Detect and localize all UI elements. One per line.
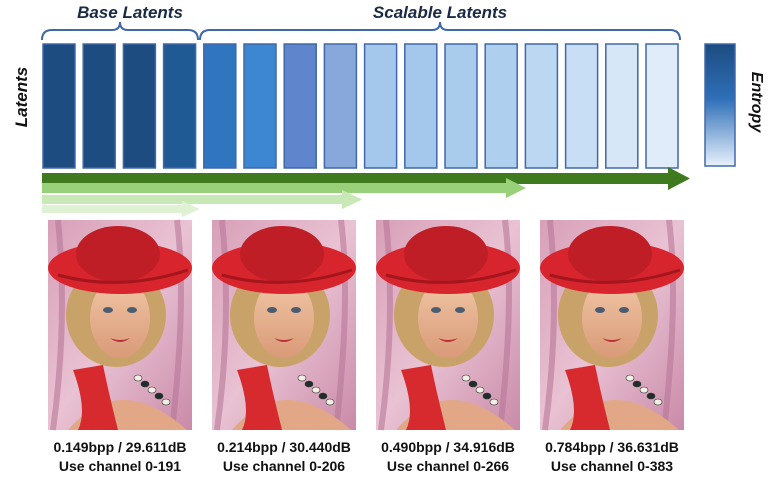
- channel-range-label: Use channel 0-191: [58, 458, 182, 474]
- scalable-latent-block: [484, 43, 518, 169]
- scalable-latent-block: [524, 43, 559, 169]
- scalable-latent-block: [404, 43, 438, 169]
- scalable-latent-block: [564, 43, 599, 169]
- arrow-full: [42, 167, 690, 190]
- channel-range-label: Use channel 0-383: [550, 458, 674, 474]
- scalable-latent-block: [283, 43, 317, 169]
- portrait-image: [376, 219, 520, 431]
- scalable-latent-block: [605, 43, 639, 169]
- scalable-latents-label: Scalable Latents: [373, 3, 507, 22]
- base-latent-block: [122, 43, 157, 169]
- arrow-191: [42, 201, 200, 217]
- panel-caption: 0.149bpp / 29.611dB Use channel 0-191: [35, 438, 205, 476]
- scalable-latent-block: [243, 43, 277, 169]
- base-latent-block: [82, 43, 116, 169]
- arrow-266: [42, 178, 526, 198]
- scalable-latent-block: [363, 43, 398, 169]
- entropy-axis-label: Entropy: [748, 72, 765, 134]
- scalable-latent-block: [645, 43, 679, 169]
- channel-range-label: Use channel 0-266: [386, 458, 510, 474]
- base-latents-label: Base Latents: [77, 3, 183, 22]
- portrait-image: [212, 219, 356, 431]
- base-latent-block: [42, 43, 76, 169]
- scalable-latent-block: [323, 43, 358, 169]
- scalable-latent-block: [203, 43, 237, 169]
- bpp-psnr-label: 0.214bpp / 30.440dB: [217, 439, 351, 455]
- base-latent-block: [162, 43, 197, 169]
- panel-caption: 0.214bpp / 30.440dB Use channel 0-206: [199, 438, 369, 476]
- arrow-206: [42, 190, 362, 209]
- panel-caption: 0.490bpp / 34.916dB Use channel 0-266: [363, 438, 533, 476]
- scalable-latent-block: [444, 43, 478, 169]
- bpp-psnr-label: 0.149bpp / 29.611dB: [53, 439, 187, 455]
- latent-blocks: [42, 43, 679, 169]
- latents-axis-label: Latents: [12, 67, 31, 127]
- bpp-psnr-label: 0.490bpp / 34.916dB: [381, 439, 515, 455]
- scalable-latents-brace: [199, 21, 681, 41]
- channel-range-label: Use channel 0-206: [222, 458, 346, 474]
- portrait-image: [540, 219, 684, 431]
- entropy-gradient-bar: [704, 43, 736, 167]
- panel-caption: 0.784bpp / 36.631dB Use channel 0-383: [527, 438, 697, 476]
- bpp-psnr-label: 0.784bpp / 36.631dB: [545, 439, 679, 455]
- base-latents-brace: [41, 21, 199, 41]
- portrait-image: [48, 219, 192, 431]
